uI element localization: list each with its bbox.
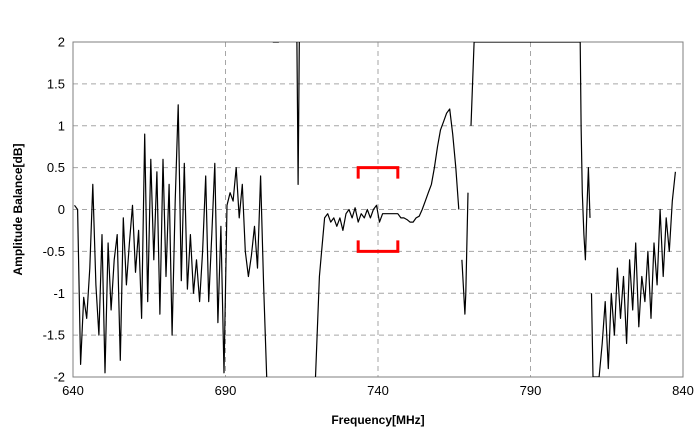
x-tick-label: 840 [672, 383, 694, 398]
series-0-line-segment-2 [296, 42, 300, 185]
y-tick-label: -1.5 [43, 328, 65, 343]
y-axis-tick-labels: 2 1.5 1 0.5 0 -0.5 -1 -1.5 -2 [43, 35, 65, 385]
plot-frame [72, 41, 684, 378]
series-0-line-segment-4 [461, 192, 469, 315]
x-axis-tick-labels: 640 690 740 790 840 [62, 383, 694, 398]
y-tick-label: -1 [53, 286, 65, 301]
y-tick-label: 1.5 [47, 76, 65, 91]
x-tick-label: 640 [62, 383, 84, 398]
series-group [74, 42, 676, 377]
series-0-line-segment-0 [74, 104, 268, 377]
series-0-line-segment-5 [470, 42, 591, 261]
x-tick-label: 740 [367, 383, 389, 398]
y-tick-label: -2 [53, 370, 65, 385]
y-tick-label: 1 [58, 118, 65, 133]
spec-markers [356, 166, 400, 253]
x-tick-label: 790 [520, 383, 542, 398]
y-tick-label: 0 [58, 202, 65, 217]
plot-border [72, 41, 684, 378]
spec-limit-bracket-1 [356, 240, 400, 253]
spec-limit-bracket-0 [356, 166, 400, 179]
x-tick-label: 690 [215, 383, 237, 398]
y-axis-label: Amplitude Balance[dB] [11, 143, 25, 275]
y-tick-label: -0.5 [43, 244, 65, 259]
y-tick-label: 2 [58, 35, 65, 50]
series-0-line-segment-3 [314, 108, 460, 377]
series-0-line-segment-6 [590, 171, 676, 377]
y-tick-label: 0.5 [47, 160, 65, 175]
x-axis-label: Frequency[MHz] [331, 413, 424, 427]
